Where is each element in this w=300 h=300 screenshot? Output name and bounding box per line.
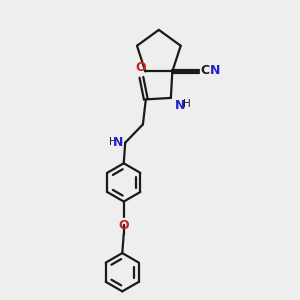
Text: O: O [118, 219, 129, 232]
Text: N: N [113, 136, 124, 148]
Text: H: H [109, 137, 117, 147]
Text: N: N [174, 98, 185, 112]
Text: O: O [136, 61, 146, 74]
Text: N: N [210, 64, 220, 77]
Text: C: C [200, 64, 209, 77]
Text: H: H [183, 98, 191, 109]
